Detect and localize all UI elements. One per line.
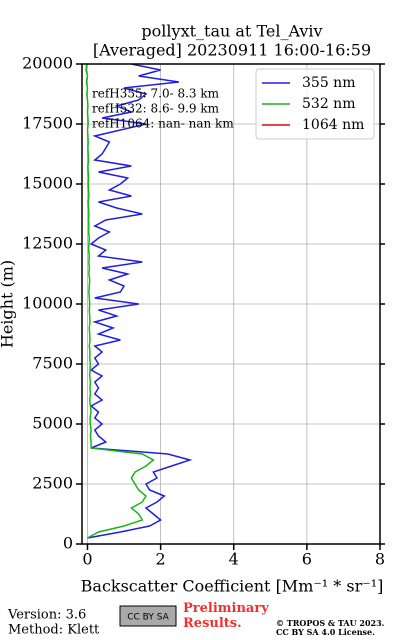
method: Method: Klett <box>8 623 100 638</box>
plot-frame <box>81 63 381 545</box>
version: Version: 3.6 <box>7 608 86 623</box>
license-badge-box <box>119 605 177 627</box>
y-axis-label: Height (m) <box>0 260 17 348</box>
y-tick-label: 2500 <box>32 474 73 493</box>
notice: Preliminary Results. <box>183 601 269 631</box>
notice-box: Preliminary Results. <box>183 601 269 631</box>
annotation: refH532: 8.6- 9.9 km <box>92 102 220 116</box>
y-tick-label: 7500 <box>32 354 73 373</box>
annotation: refH1064: nan- nan km <box>92 117 234 131</box>
license-badge: CC BY SA <box>127 613 169 623</box>
chart-title: pollyxt_tau at Tel_Aviv <box>141 22 322 41</box>
profile-line <box>87 63 193 539</box>
y-tick-label: 10000 <box>22 294 73 313</box>
copyright: © TROPOS & TAU 2023. <box>276 618 385 628</box>
license: CC BY SA 4.0 License. <box>276 627 375 637</box>
legend-box <box>255 68 375 140</box>
profile-line <box>85 63 155 539</box>
y-tick-label: 20000 <box>22 54 73 73</box>
legend-label: 355 nm <box>302 75 355 91</box>
x-tick-label: 6 <box>302 550 312 569</box>
y-tick-label: 15000 <box>22 174 73 193</box>
x-tick-label: 0 <box>82 550 92 569</box>
x-axis-label: Backscatter Coefficient [Mm⁻¹ * sr⁻¹] <box>81 577 384 596</box>
y-tick-label: 12500 <box>22 234 73 253</box>
y-tick-label: 17500 <box>22 114 73 133</box>
annotation: refH355: 7.0- 8.3 km <box>92 87 220 101</box>
y-tick-label: 5000 <box>32 414 73 433</box>
legend-label: 532 nm <box>302 96 355 112</box>
legend-label: 1064 nm <box>302 117 364 133</box>
x-tick-label: 4 <box>229 550 239 569</box>
x-tick-label: 8 <box>375 550 385 569</box>
y-tick-label: 0 <box>63 534 73 553</box>
x-tick-label: 2 <box>156 550 166 569</box>
chart-subtitle: [Averaged] 20230911 16:00-16:59 <box>93 41 371 60</box>
